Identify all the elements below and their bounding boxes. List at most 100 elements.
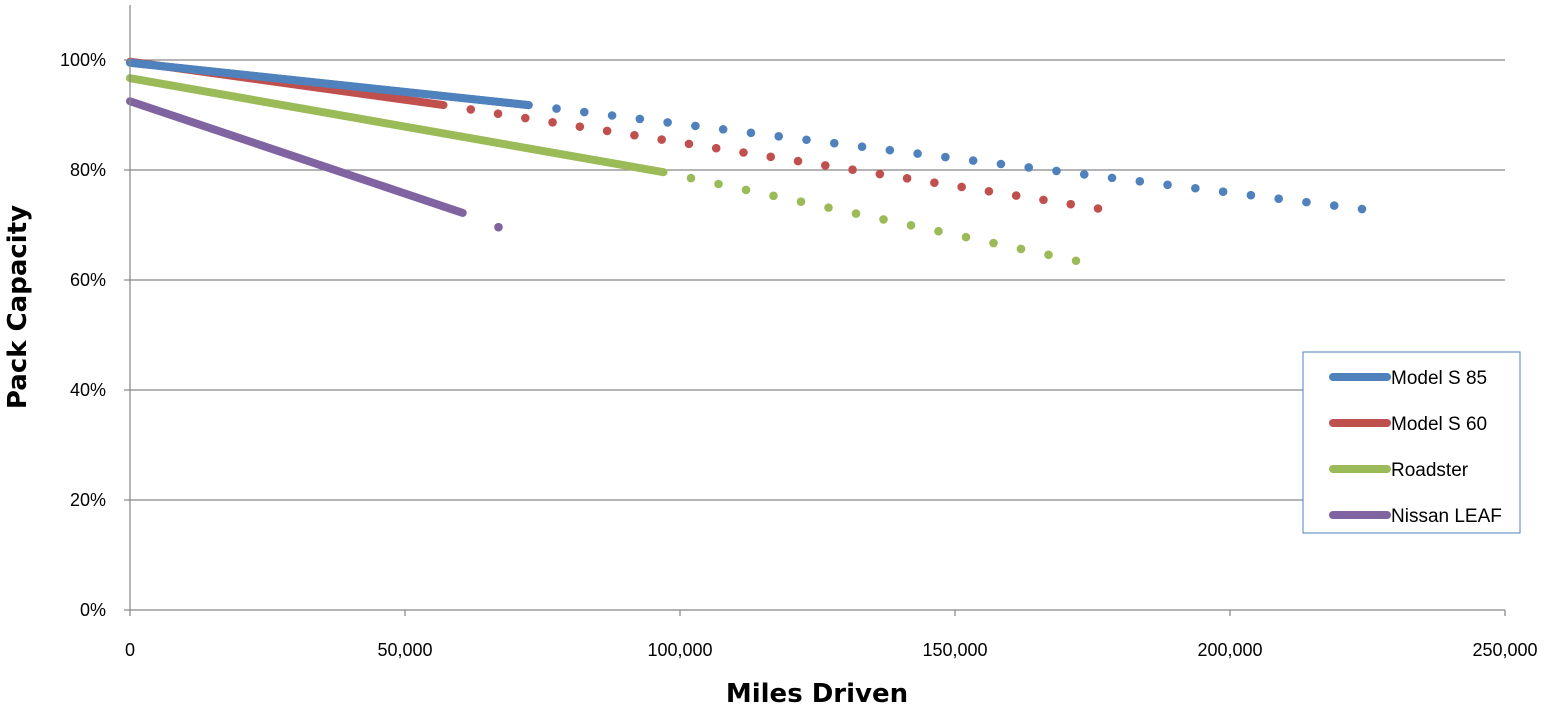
observed-line: [126, 58, 533, 110]
legend-label: Roadster: [1391, 460, 1469, 481]
legend-label: Model S 85: [1391, 368, 1487, 389]
projection-dot: [796, 197, 806, 207]
projection-dot: [996, 159, 1006, 169]
projection-dot: [684, 139, 694, 149]
projection-dot: [1052, 166, 1061, 176]
projection-dot: [575, 122, 585, 131]
projection-dot: [984, 186, 994, 196]
projection-dot: [968, 156, 978, 165]
projection-dot: [957, 182, 966, 192]
x-tick-label: 0: [125, 640, 135, 660]
projection-dot: [824, 203, 833, 212]
projection-dot: [1246, 190, 1256, 200]
projection-dot: [552, 104, 561, 113]
y-tick-label: 20%: [70, 490, 106, 510]
projection-dot: [930, 178, 939, 187]
projection-dot: [885, 145, 895, 155]
projection-dot: [739, 148, 748, 157]
projection-dot: [879, 215, 888, 224]
projection-dot: [802, 135, 811, 145]
projection-dot: [913, 149, 922, 158]
gridlines: [130, 59, 1505, 501]
projection-dot: [657, 135, 666, 144]
projection-dot: [746, 128, 756, 138]
projection-dot: [793, 156, 803, 166]
projection-dot: [741, 185, 751, 195]
projection-dot: [691, 121, 700, 131]
projection-dot: [875, 169, 885, 179]
projection-dot: [714, 179, 723, 189]
projection-dot: [774, 131, 784, 141]
projection-dot: [521, 113, 530, 123]
projection-dot: [718, 125, 728, 134]
projection-dot: [635, 114, 645, 124]
projection-dot: [989, 238, 998, 248]
x-tick-label: 250,000: [1472, 640, 1537, 660]
projection-dot: [607, 111, 617, 120]
legend: Model S 85 Model S 60 Roadster Nissan LEAF: [1302, 351, 1521, 534]
projection-dot: [1107, 173, 1117, 183]
y-tick-label: 100%: [60, 50, 106, 70]
projection-dot: [1016, 244, 1026, 254]
projection-dot: [1011, 191, 1021, 200]
projection-dot: [941, 152, 950, 162]
observed-line: [126, 97, 467, 217]
y-axis-title: Pack Capacity: [3, 205, 33, 409]
projection-dot: [630, 130, 639, 140]
projection-dot: [820, 161, 830, 170]
projection-dot: [1039, 195, 1048, 205]
projection-dot: [829, 138, 839, 148]
projection-dot: [686, 173, 696, 183]
projection-dot: [1079, 170, 1089, 179]
y-tick-label: 40%: [70, 380, 106, 400]
projection-dot: [548, 118, 557, 127]
projection-dot: [1024, 163, 1033, 172]
projection-dot: [766, 152, 776, 162]
projection-dot: [1135, 177, 1145, 186]
legend-label: Model S 60: [1391, 414, 1487, 435]
projection-dot: [1274, 194, 1283, 203]
x-tick-label: 100,000: [647, 640, 712, 660]
series-roadster: [126, 74, 1081, 266]
projection-dot: [857, 142, 867, 151]
projection-dot: [663, 118, 672, 127]
legend-label: Nissan LEAF: [1391, 506, 1502, 527]
x-tick-label: 200,000: [1197, 640, 1262, 660]
series-model-s-60: [126, 57, 1103, 213]
projection-dot: [769, 191, 778, 201]
legend-box: [1302, 351, 1521, 534]
series-layer: [126, 57, 1367, 266]
projection-dot: [1357, 204, 1367, 214]
y-tick-label: 80%: [70, 160, 106, 180]
projection-dot: [1329, 201, 1339, 210]
projection-dot: [1218, 187, 1228, 197]
tick-labels: 0% 20% 40% 60% 80% 100% 0 50,000 100,000 150,000 2…: [60, 50, 1538, 660]
projection-dot: [1071, 256, 1081, 266]
observed-line: [126, 74, 668, 177]
projection-dot: [906, 221, 916, 230]
x-axis-title: Miles Driven: [726, 679, 908, 709]
x-tick-label: 50,000: [377, 640, 432, 660]
y-tick-label: 60%: [70, 270, 106, 290]
projection-dot: [1044, 250, 1053, 260]
y-tick-label: 0%: [80, 600, 106, 620]
axes: [129, 5, 1505, 611]
projection-dot: [1163, 180, 1172, 190]
projection-dot: [1066, 199, 1076, 209]
projection-dot: [1191, 183, 1200, 193]
projection-dot: [1093, 204, 1103, 213]
projection-dot: [493, 109, 503, 119]
x-tick-label: 150,000: [922, 640, 987, 660]
projection-dot: [466, 105, 476, 114]
projection-dot: [494, 222, 503, 232]
projection-dot: [1302, 197, 1311, 207]
projection-dot: [848, 165, 857, 175]
projection-dot: [902, 174, 912, 183]
projection-dot: [711, 143, 721, 153]
projection-dot: [961, 232, 971, 242]
projection-dot: [934, 226, 943, 236]
projection-dot: [602, 126, 612, 136]
projection-dot: [580, 107, 589, 117]
series-nissan-leaf: [126, 97, 503, 232]
